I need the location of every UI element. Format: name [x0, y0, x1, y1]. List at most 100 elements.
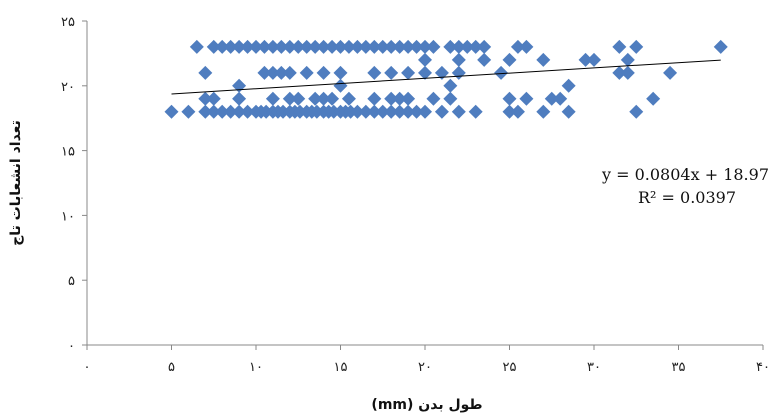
data-point	[358, 39, 373, 54]
data-point	[333, 78, 348, 93]
data-point	[223, 104, 238, 119]
x-tick-label: ۲۰	[418, 360, 432, 375]
data-point	[358, 104, 373, 119]
data-point	[401, 65, 416, 80]
y-tick-label: ۰	[68, 339, 75, 354]
data-point	[215, 39, 230, 54]
data-point	[164, 104, 179, 119]
data-point	[189, 39, 204, 54]
data-point	[561, 78, 576, 93]
data-point	[384, 104, 399, 119]
data-point	[198, 65, 213, 80]
data-point	[553, 91, 568, 106]
data-point	[536, 104, 551, 119]
data-point	[198, 91, 213, 106]
data-point	[316, 39, 331, 54]
data-point	[325, 91, 340, 106]
x-axis-ticks: ۰ ۵ ۱۰ ۱۵ ۲۰ ۲۵ ۳۰ ۳۵ ۴۰	[84, 345, 769, 375]
data-point	[299, 65, 314, 80]
data-point	[663, 65, 678, 80]
data-point	[434, 65, 449, 80]
data-point	[308, 91, 323, 106]
data-point	[181, 104, 196, 119]
data-point	[434, 104, 449, 119]
data-point	[468, 39, 483, 54]
data-point	[223, 39, 238, 54]
y-tick-label: ۱۵	[61, 145, 75, 160]
data-point	[282, 65, 297, 80]
data-point	[299, 39, 314, 54]
data-point	[333, 65, 348, 80]
data-point	[367, 65, 382, 80]
data-point	[587, 52, 601, 67]
y-axis-ticks: ۰ ۵ ۱۰ ۱۵ ۲۰ ۲۵	[61, 15, 87, 354]
data-points	[164, 39, 728, 119]
data-point	[401, 104, 416, 119]
data-point	[308, 39, 323, 54]
data-point	[257, 65, 272, 80]
data-point	[502, 91, 517, 106]
x-tick-label: ۵	[168, 360, 175, 375]
data-point	[510, 39, 525, 54]
data-point	[418, 104, 432, 119]
data-point	[477, 52, 492, 67]
data-point	[519, 91, 534, 106]
data-point	[713, 39, 728, 54]
data-point	[578, 52, 593, 67]
data-point	[265, 91, 280, 106]
data-point	[426, 39, 441, 54]
x-tick-label: ۳۰	[587, 360, 601, 375]
data-point	[544, 91, 559, 106]
y-tick-label: ۲۰	[61, 80, 75, 95]
data-point	[206, 39, 221, 54]
data-point	[502, 52, 517, 67]
y-axis-title: تعداد انشعابات تاج	[8, 120, 24, 246]
r-squared-label: R² = 0.0397	[638, 188, 736, 207]
data-point	[519, 39, 534, 54]
data-point	[291, 91, 306, 106]
data-point	[443, 91, 458, 106]
data-point	[510, 104, 525, 119]
data-point	[612, 39, 627, 54]
data-point	[536, 52, 551, 67]
x-tick-label: ۳۵	[672, 360, 686, 375]
data-point	[341, 91, 356, 106]
data-point	[274, 65, 289, 80]
data-point	[409, 39, 424, 54]
data-point	[451, 104, 466, 119]
data-point	[629, 104, 644, 119]
data-point	[392, 39, 407, 54]
x-tick-label: ۰	[84, 360, 91, 375]
data-point	[629, 39, 644, 54]
data-point	[451, 65, 466, 80]
data-point	[561, 104, 576, 119]
data-point	[418, 65, 432, 80]
data-point	[426, 91, 441, 106]
data-point	[460, 39, 475, 54]
y-tick-label: ۱۰	[61, 209, 75, 224]
trendline-equation: y = 0.0804x + 18.97	[601, 165, 769, 184]
data-point	[375, 39, 390, 54]
data-point	[384, 91, 399, 106]
data-point	[257, 39, 272, 54]
data-point	[215, 104, 230, 119]
data-point	[375, 104, 390, 119]
x-tick-label: ۴۰	[756, 360, 769, 375]
data-point	[401, 91, 416, 106]
data-point	[612, 65, 627, 80]
data-point	[392, 91, 407, 106]
data-point	[350, 39, 365, 54]
data-point	[620, 52, 635, 67]
data-point	[367, 91, 382, 106]
data-point	[418, 39, 432, 54]
data-point	[316, 65, 331, 80]
data-point	[350, 104, 365, 119]
data-point	[291, 39, 306, 54]
data-point	[316, 91, 331, 106]
data-point	[249, 39, 263, 54]
data-point	[265, 39, 280, 54]
data-point	[646, 91, 661, 106]
data-point	[384, 39, 399, 54]
data-point	[620, 65, 635, 80]
